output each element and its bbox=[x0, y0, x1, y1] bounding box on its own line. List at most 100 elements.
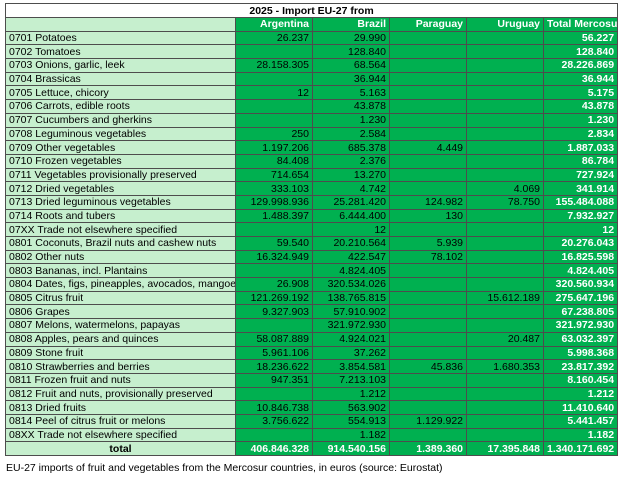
empty-cell bbox=[466, 427, 544, 443]
empty-cell bbox=[466, 30, 544, 46]
data-row: 0808 Apples, pears and quinces 58.087.889… bbox=[5, 331, 619, 347]
data-row: 0801 Coconuts, Brazil nuts and cashew nu… bbox=[5, 236, 619, 251]
value-cell: 714.654 bbox=[235, 167, 313, 183]
empty-cell bbox=[389, 331, 467, 347]
value-cell: 5.441.457 bbox=[542, 413, 619, 429]
empty-cell bbox=[389, 400, 467, 415]
empty-cell bbox=[389, 71, 467, 87]
empty-cell bbox=[235, 222, 313, 237]
value-cell: 4.824.405 bbox=[312, 263, 390, 279]
empty-cell bbox=[389, 126, 467, 142]
empty-cell bbox=[466, 249, 544, 265]
data-row: 0812 Fruit and nuts, provisionally prese… bbox=[5, 386, 619, 402]
data-row: 0711 Vegetables provisionally preserved 7… bbox=[5, 167, 619, 183]
data-row: 0712 Dried vegetables 333.103 4.742 4.069 34… bbox=[5, 181, 619, 196]
value-cell: 4.449 bbox=[389, 140, 467, 155]
value-cell: 7.932.927 bbox=[542, 208, 619, 224]
value-cell: 20.210.564 bbox=[312, 236, 390, 251]
row-label: 0708 Leguminous vegetables bbox=[5, 126, 236, 142]
empty-cell bbox=[389, 44, 467, 60]
value-cell: 7.213.103 bbox=[312, 372, 390, 388]
row-label: 0706 Carrots, edible roots bbox=[5, 99, 236, 114]
row-label: 0712 Dried vegetables bbox=[5, 181, 236, 196]
value-cell: 321.972.930 bbox=[312, 318, 390, 333]
total-row: total 406.846.328 914.540.156 1.389.360 17.3… bbox=[5, 441, 619, 456]
data-row: 0714 Roots and tubers 1.488.397 6.444.400 1… bbox=[5, 208, 619, 224]
data-row: 0703 Onions, garlic, leek 28.158.305 68.56… bbox=[5, 58, 619, 73]
data-row: 0705 Lettuce, chicory 12 5.163 5.175 bbox=[5, 85, 619, 101]
empty-cell bbox=[389, 427, 467, 443]
row-label: 0811 Frozen fruit and nuts bbox=[5, 372, 236, 388]
empty-cell bbox=[466, 85, 544, 101]
value-cell: 727.924 bbox=[542, 167, 619, 183]
empty-cell bbox=[235, 99, 313, 114]
empty-cell bbox=[389, 290, 467, 306]
row-label: 0703 Onions, garlic, leek bbox=[5, 58, 236, 73]
value-cell: 128.840 bbox=[312, 44, 390, 60]
row-label: 0805 Citrus fruit bbox=[5, 290, 236, 306]
empty-cell bbox=[466, 208, 544, 224]
value-cell: 1.680.353 bbox=[466, 359, 544, 374]
row-label: 0710 Frozen vegetables bbox=[5, 153, 236, 169]
empty-cell bbox=[466, 386, 544, 402]
value-cell: 36.944 bbox=[312, 71, 390, 87]
value-cell: 1.230 bbox=[312, 112, 390, 128]
column-header: Brazil bbox=[312, 17, 390, 32]
empty-cell bbox=[389, 277, 467, 292]
value-cell: 45.836 bbox=[389, 359, 467, 374]
total-label: total bbox=[5, 441, 236, 456]
value-cell: 947.351 bbox=[235, 372, 313, 388]
value-cell: 13.270 bbox=[312, 167, 390, 183]
data-row: 0701 Potatoes 26.237 29.990 56.227 bbox=[5, 30, 619, 46]
value-cell: 12 bbox=[312, 222, 390, 237]
empty-cell bbox=[235, 44, 313, 60]
value-cell: 12 bbox=[542, 222, 619, 237]
value-cell: 43.878 bbox=[542, 99, 619, 114]
empty-cell bbox=[466, 112, 544, 128]
value-cell: 2.834 bbox=[542, 126, 619, 142]
empty-cell bbox=[389, 85, 467, 101]
total-value: 1.340.171.692 bbox=[542, 441, 619, 456]
value-cell: 26.237 bbox=[235, 30, 313, 46]
value-cell: 78.102 bbox=[389, 249, 467, 265]
value-cell: 130 bbox=[389, 208, 467, 224]
value-cell: 4.824.405 bbox=[542, 263, 619, 279]
value-cell: 8.160.454 bbox=[542, 372, 619, 388]
value-cell: 5.939 bbox=[389, 236, 467, 251]
empty-cell bbox=[466, 153, 544, 169]
value-cell: 124.982 bbox=[389, 194, 467, 210]
value-cell: 1.182 bbox=[542, 427, 619, 443]
data-row: 0811 Frozen fruit and nuts 947.351 7.213.1… bbox=[5, 372, 619, 388]
empty-cell bbox=[389, 112, 467, 128]
empty-cell bbox=[235, 263, 313, 279]
value-cell: 4.069 bbox=[466, 181, 544, 196]
empty-cell bbox=[466, 304, 544, 320]
value-cell: 43.878 bbox=[312, 99, 390, 114]
row-label: 0804 Dates, figs, pineapples, avocados, … bbox=[5, 277, 236, 292]
column-header: Uruguay bbox=[466, 17, 544, 32]
value-cell: 5.163 bbox=[312, 85, 390, 101]
data-row: 0707 Cucumbers and gherkins 1.230 1.230 bbox=[5, 112, 619, 128]
value-cell: 129.998.936 bbox=[235, 194, 313, 210]
empty-cell bbox=[389, 167, 467, 183]
row-label: 0704 Brassicas bbox=[5, 71, 236, 87]
empty-cell bbox=[466, 372, 544, 388]
empty-cell bbox=[466, 400, 544, 415]
empty-cell bbox=[466, 413, 544, 429]
empty-cell bbox=[389, 181, 467, 196]
value-cell: 28.226.869 bbox=[542, 58, 619, 73]
value-cell: 28.158.305 bbox=[235, 58, 313, 73]
column-header: Paraguay bbox=[389, 17, 467, 32]
row-label: 0813 Dried fruits bbox=[5, 400, 236, 415]
total-value: 406.846.328 bbox=[235, 441, 313, 456]
data-row: 07XX Trade not elsewhere specified 12 12 bbox=[5, 222, 619, 237]
header-row: Argentina Brazil Paraguay Uruguay Total Merc… bbox=[5, 17, 619, 32]
value-cell: 554.913 bbox=[312, 413, 390, 429]
empty-cell bbox=[466, 58, 544, 73]
row-label: 0810 Strawberries and berries bbox=[5, 359, 236, 374]
row-label: 0801 Coconuts, Brazil nuts and cashew nu… bbox=[5, 236, 236, 251]
value-cell: 1.182 bbox=[312, 427, 390, 443]
row-label: 0701 Potatoes bbox=[5, 30, 236, 46]
value-cell: 685.378 bbox=[312, 140, 390, 155]
value-cell: 37.262 bbox=[312, 345, 390, 361]
